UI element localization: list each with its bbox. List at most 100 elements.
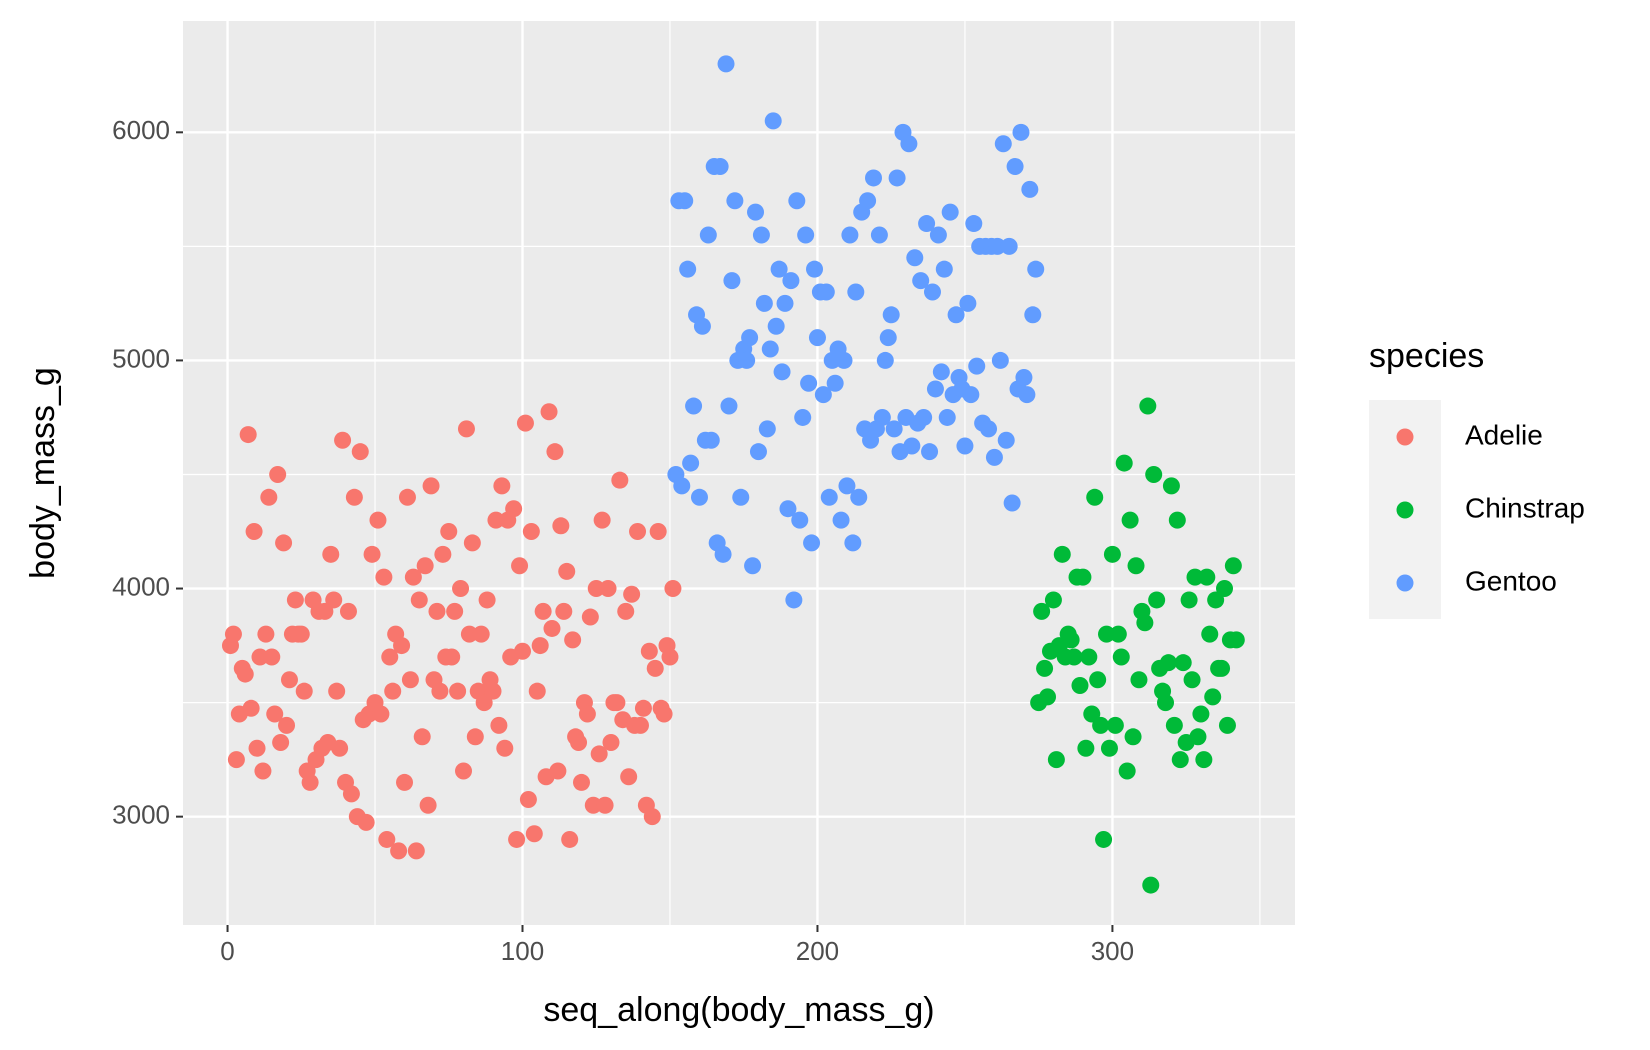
point — [1180, 591, 1198, 609]
x-axis-title: seq_along(body_mass_g) — [543, 991, 934, 1029]
point — [342, 785, 360, 803]
point — [272, 734, 290, 752]
point — [1195, 751, 1213, 769]
point — [1162, 477, 1180, 495]
point — [788, 192, 806, 210]
point — [528, 682, 546, 700]
point — [747, 203, 765, 221]
point — [685, 397, 703, 415]
point — [664, 580, 682, 598]
point — [738, 351, 756, 369]
point — [882, 306, 900, 324]
point — [484, 682, 502, 700]
point — [431, 682, 449, 700]
point — [242, 699, 260, 717]
point — [227, 751, 245, 769]
point — [1089, 671, 1107, 689]
point — [1227, 631, 1245, 649]
point — [1024, 306, 1042, 324]
point — [602, 734, 620, 752]
point — [791, 511, 809, 529]
point — [1130, 671, 1148, 689]
point — [328, 682, 346, 700]
point — [516, 414, 534, 432]
point — [351, 443, 369, 461]
point — [611, 471, 629, 489]
point — [452, 580, 470, 598]
point — [275, 534, 293, 552]
point — [1216, 580, 1234, 598]
point — [401, 671, 419, 689]
point — [776, 294, 794, 312]
point — [428, 602, 446, 620]
legend-key — [1396, 501, 1414, 519]
point — [1159, 654, 1177, 672]
point — [770, 260, 788, 278]
points — [221, 55, 1245, 894]
point — [345, 488, 363, 506]
point — [531, 637, 549, 655]
point — [1015, 369, 1033, 387]
point — [988, 237, 1006, 255]
point — [932, 363, 950, 381]
point — [991, 351, 1009, 369]
point — [873, 408, 891, 426]
point — [929, 226, 947, 244]
point — [593, 511, 611, 529]
point — [1136, 614, 1154, 632]
point — [1018, 386, 1036, 404]
point — [1157, 694, 1175, 712]
point — [817, 283, 835, 301]
point — [398, 488, 416, 506]
point — [838, 477, 856, 495]
point — [584, 796, 602, 814]
point — [375, 568, 393, 586]
point — [381, 648, 399, 666]
point — [1077, 739, 1095, 757]
point — [923, 283, 941, 301]
point — [726, 192, 744, 210]
point — [994, 135, 1012, 153]
point — [496, 739, 514, 757]
point — [767, 317, 785, 335]
point — [410, 591, 428, 609]
point — [1148, 591, 1166, 609]
point — [826, 374, 844, 392]
point — [561, 830, 579, 848]
point — [870, 226, 888, 244]
point — [794, 408, 812, 426]
point — [236, 665, 254, 683]
point — [1145, 465, 1163, 483]
point — [1021, 180, 1039, 198]
point — [534, 602, 552, 620]
point — [339, 602, 357, 620]
point — [266, 705, 284, 723]
point — [549, 762, 567, 780]
legend-key — [1396, 574, 1414, 592]
point — [655, 705, 673, 723]
point — [1168, 511, 1186, 529]
x-tick-label: 200 — [796, 936, 839, 966]
point — [419, 796, 437, 814]
point — [396, 773, 414, 791]
point — [744, 557, 762, 575]
point — [690, 488, 708, 506]
point — [1218, 716, 1236, 734]
point — [263, 648, 281, 666]
point — [835, 351, 853, 369]
point — [257, 625, 275, 643]
point — [475, 694, 493, 712]
point — [1053, 545, 1071, 563]
point — [808, 329, 826, 347]
point — [301, 773, 319, 791]
point — [466, 728, 484, 746]
point — [292, 625, 310, 643]
point — [814, 386, 832, 404]
point — [322, 545, 340, 563]
point — [1204, 688, 1222, 706]
point — [1036, 659, 1054, 677]
point — [915, 408, 933, 426]
point — [921, 443, 939, 461]
point — [693, 317, 711, 335]
